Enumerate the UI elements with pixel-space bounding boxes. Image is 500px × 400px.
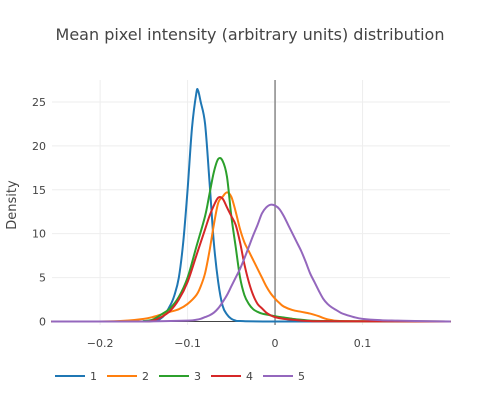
series-line-5 xyxy=(51,203,451,323)
y-tick-label: 10 xyxy=(32,228,46,241)
legend: 1 2 3 4 5 xyxy=(55,370,305,383)
y-axis-label: Density xyxy=(5,180,20,230)
y-tick-label: 5 xyxy=(39,272,46,285)
x-tick-label: −0.2 xyxy=(87,337,114,350)
x-tick-label: 0 xyxy=(272,337,279,350)
series-line-1 xyxy=(51,87,451,323)
axes: 0 5 10 15 20 25 −0.2 −0.1 0 0.1 xyxy=(32,80,450,350)
x-tick-label: −0.1 xyxy=(174,337,201,350)
series-line-2 xyxy=(51,191,451,323)
y-tick-label: 15 xyxy=(32,184,46,197)
y-tick-label: 20 xyxy=(32,140,46,153)
x-tick-label: 0.1 xyxy=(354,337,372,350)
legend-label-5: 5 xyxy=(298,370,305,383)
y-tick-label: 0 xyxy=(39,315,46,328)
legend-label-2: 2 xyxy=(142,370,149,383)
legend-label-3: 3 xyxy=(194,370,201,383)
grid-lines xyxy=(52,80,450,325)
series-line-4 xyxy=(51,196,451,323)
legend-label-4: 4 xyxy=(246,370,253,383)
chart-title: Mean pixel intensity (arbitrary units) d… xyxy=(56,25,445,44)
series-lines xyxy=(51,87,451,323)
legend-label-1: 1 xyxy=(90,370,97,383)
y-tick-label: 25 xyxy=(32,96,46,109)
